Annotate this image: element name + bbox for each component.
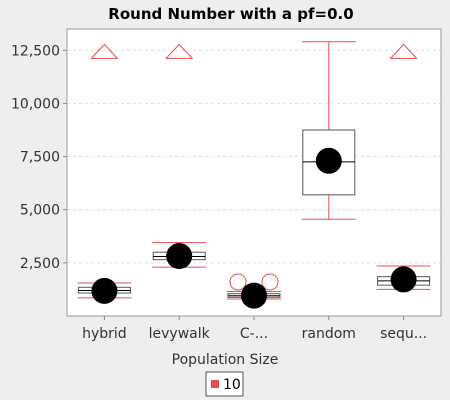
mean-marker (91, 277, 118, 304)
mean-marker (315, 147, 342, 174)
x-tick-label: C-... (240, 326, 268, 342)
x-tick-label: hybrid (82, 326, 127, 342)
box-3 (301, 41, 356, 220)
legend-swatch (211, 380, 219, 388)
x-axis-label: Population Size (172, 352, 279, 368)
y-tick-label: 5,000 (20, 203, 60, 219)
box-2 (227, 273, 281, 309)
chart-title: Round Number with a pf=0.0 (108, 5, 353, 23)
box-1 (152, 242, 207, 270)
mean-marker (166, 243, 193, 270)
x-tick-label: sequ... (380, 326, 427, 342)
box-4 (376, 43, 431, 293)
y-tick-label: 7,500 (20, 150, 60, 166)
outlier-marker (229, 273, 247, 291)
y-axis-ticks: 2,500 5,000 7,500 10,000 12,500 (11, 43, 67, 272)
mean-marker (241, 282, 267, 309)
outlier-marker (261, 273, 279, 291)
legend: 10 (205, 371, 244, 397)
y-tick-label: 2,500 (20, 256, 60, 272)
x-axis-ticks: hybrid levywalk C-... random sequ... (82, 316, 427, 342)
legend-label: 10 (223, 377, 241, 393)
box-0 (77, 277, 132, 304)
box-series (77, 41, 431, 309)
x-tick-label: levywalk (149, 326, 211, 342)
y-tick-label: 10,000 (11, 96, 60, 112)
far-outlier-marker (90, 43, 119, 59)
mean-marker (390, 266, 417, 293)
far-outlier-marker (389, 43, 418, 59)
x-tick-label: random (302, 326, 356, 342)
y-tick-label: 12,500 (11, 43, 60, 59)
plot-area (66, 28, 442, 317)
far-outlier-marker (165, 43, 194, 59)
grid-lines (67, 49, 441, 264)
